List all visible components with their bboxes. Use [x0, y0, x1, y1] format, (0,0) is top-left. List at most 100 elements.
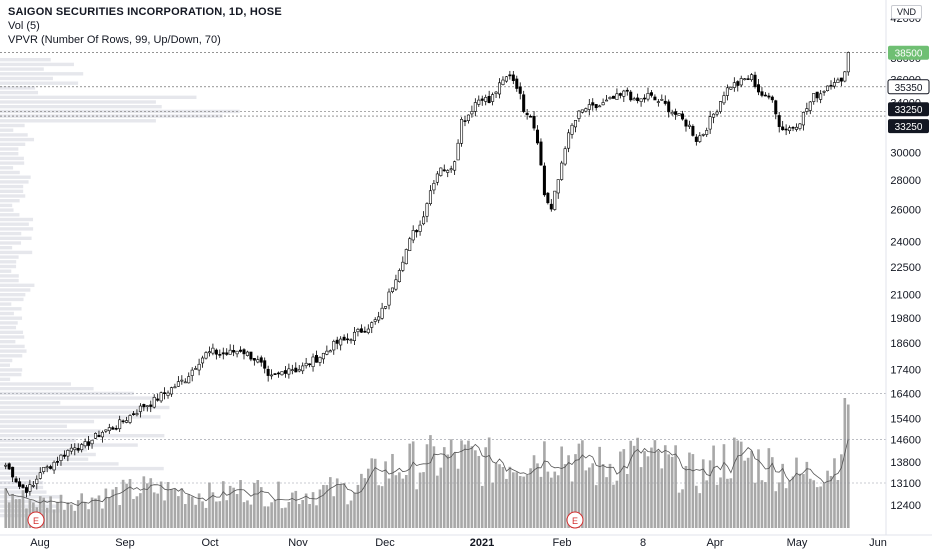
y-tick-label: 13800	[890, 457, 921, 469]
volume-bar	[660, 468, 664, 528]
x-tick-label: Sep	[115, 537, 135, 549]
candle-body	[463, 120, 467, 122]
candle-body	[798, 123, 802, 129]
candle-body	[380, 307, 384, 319]
candle-body	[687, 124, 691, 127]
vpvr-row	[0, 86, 36, 90]
vpvr-row	[0, 114, 223, 118]
volume-bar	[470, 446, 474, 528]
candle-body	[498, 82, 502, 95]
volume-bar	[570, 481, 574, 528]
candle-body	[259, 357, 263, 363]
volume-bar	[90, 497, 94, 528]
volume-bar	[284, 507, 287, 528]
candle-body	[667, 101, 671, 113]
candle-body	[725, 87, 729, 96]
volume-bar	[677, 492, 681, 528]
volume-bar	[145, 483, 149, 528]
volume-bar	[663, 445, 667, 528]
vpvr-row	[0, 457, 89, 461]
vpvr-row	[0, 349, 27, 353]
candle-body	[249, 351, 253, 360]
vpvr-row	[0, 443, 138, 447]
vpvr-row	[0, 95, 197, 99]
vpvr-row	[0, 123, 25, 128]
volume-bar	[774, 491, 778, 528]
candle-body	[611, 95, 615, 99]
candle-body	[176, 381, 180, 387]
currency-badge[interactable]: VND	[890, 5, 922, 19]
volume-bar	[415, 489, 418, 528]
candle-body	[308, 363, 312, 366]
candle-body	[356, 329, 360, 333]
volume-bar	[467, 440, 470, 528]
candle-body	[318, 356, 322, 363]
candle-body	[473, 102, 477, 112]
volume-bar	[460, 440, 463, 528]
volume-bar	[197, 493, 201, 528]
candle-body	[290, 369, 294, 371]
candle-body	[411, 230, 415, 241]
candle-body	[674, 111, 678, 115]
vpvr-row	[0, 504, 57, 508]
candle-body	[846, 52, 850, 73]
volume-bar	[681, 489, 684, 528]
candle-body	[487, 95, 491, 104]
x-tick-label: 2021	[470, 537, 494, 549]
volume-bar	[94, 498, 97, 528]
y-tick-label: 18600	[890, 338, 921, 350]
candle-body	[712, 113, 716, 118]
volume-bar	[149, 478, 153, 528]
candle-body	[826, 85, 830, 92]
volume-bar	[494, 463, 498, 528]
vpvr-indicator-label[interactable]: VPVR (Number Of Rows, 99, Up/Down, 70)	[8, 34, 221, 46]
vpvr-row	[0, 471, 45, 475]
volume-bar	[114, 487, 118, 528]
candle-body	[321, 352, 325, 360]
volume-bar	[608, 463, 612, 528]
volume-bar	[139, 493, 142, 528]
vpvr-row	[0, 405, 170, 410]
volume-bar	[543, 441, 546, 528]
vpvr-row	[0, 166, 14, 170]
candle-body	[791, 127, 795, 129]
time-axis[interactable]: Aug Sep Oct Nov Dec 2021 Feb 8 Apr May Jun	[0, 534, 932, 549]
vpvr-row	[0, 452, 96, 457]
candle-body	[542, 165, 546, 196]
candle-body	[815, 91, 819, 99]
volume-bar	[653, 440, 657, 528]
volume-bar	[643, 451, 646, 528]
x-tick-label: Apr	[706, 537, 723, 549]
volume-bar	[280, 508, 284, 528]
candle-body	[701, 133, 705, 136]
vpvr-row	[0, 335, 25, 339]
vpvr-row	[0, 410, 143, 414]
candle-body	[245, 351, 249, 356]
volume-bar	[650, 447, 653, 528]
volume-bar	[418, 472, 422, 528]
volume-bar	[422, 472, 425, 528]
vpvr-row	[0, 283, 35, 287]
volume-bar	[657, 450, 660, 528]
volume-bar	[836, 480, 840, 528]
vpvr-row	[0, 382, 71, 386]
candle-body	[719, 101, 723, 112]
y-tick-label: 24000	[890, 236, 921, 248]
vol-indicator-label[interactable]: Vol (5)	[8, 20, 40, 32]
candle-body	[784, 128, 788, 131]
candle-body	[21, 484, 25, 488]
candle-body	[508, 74, 512, 77]
volume-bar	[228, 485, 232, 528]
candle-body	[297, 369, 301, 372]
y-tick-label: 30000	[890, 147, 921, 159]
volume-bar	[722, 444, 726, 528]
volume-bar	[25, 508, 28, 528]
candle-body	[681, 113, 685, 120]
candle-body	[425, 203, 429, 217]
candle-body	[187, 376, 191, 384]
candle-body	[373, 319, 377, 322]
candle-body	[214, 349, 218, 355]
candle-body	[211, 347, 215, 354]
